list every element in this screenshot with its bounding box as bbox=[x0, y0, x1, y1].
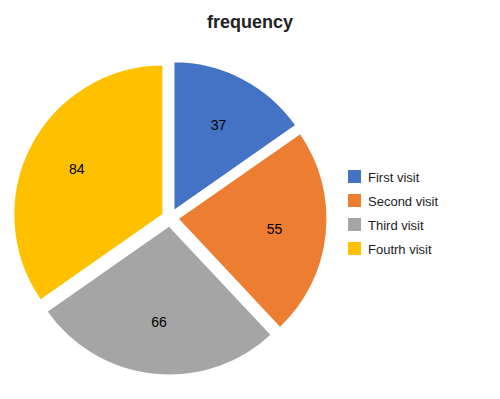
legend-swatch bbox=[348, 194, 361, 207]
legend-label: Third visit bbox=[368, 218, 424, 233]
legend-swatch bbox=[348, 218, 361, 231]
legend-swatch bbox=[348, 242, 361, 255]
chart-title: frequency bbox=[207, 12, 293, 32]
data-label: 55 bbox=[267, 221, 283, 237]
legend-label: Second visit bbox=[368, 194, 438, 209]
legend: First visit Second visit Third visit Foutrh… bbox=[348, 170, 438, 257]
legend-swatch bbox=[348, 170, 361, 183]
legend-label: Foutrh visit bbox=[368, 242, 432, 257]
pie-labels: 37 55 66 84 bbox=[69, 117, 282, 331]
chart-container: frequency 37 55 66 84 First visit Second visit… bbox=[0, 0, 500, 399]
data-label: 84 bbox=[69, 161, 85, 177]
pie-slices bbox=[13, 61, 327, 375]
pie-slice bbox=[13, 65, 163, 301]
data-label: 37 bbox=[211, 117, 227, 133]
legend-label: First visit bbox=[368, 170, 420, 185]
chart-svg: frequency 37 55 66 84 First visit Second visit… bbox=[0, 0, 500, 399]
data-label: 66 bbox=[151, 314, 167, 330]
